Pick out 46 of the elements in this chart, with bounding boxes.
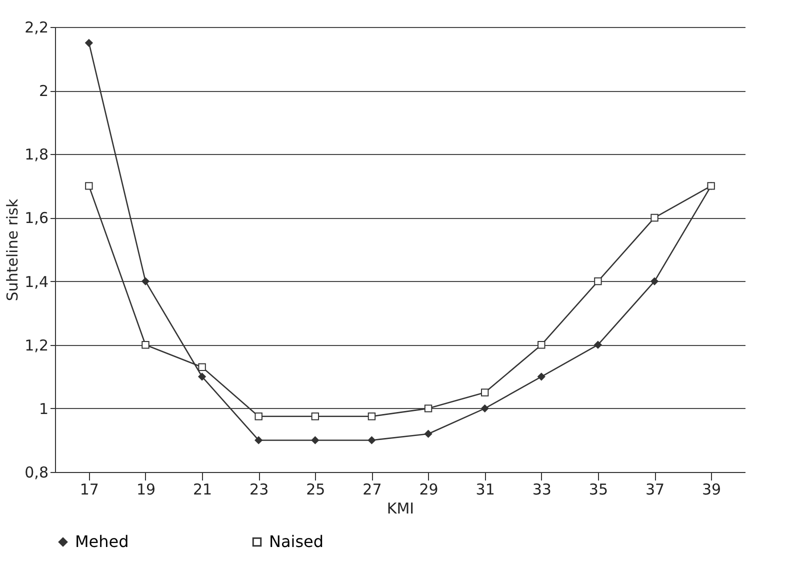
point	[538, 341, 546, 349]
x-tick-label: 27	[362, 480, 382, 498]
x-axis-title: KMI	[386, 500, 414, 518]
point	[85, 182, 93, 190]
point	[254, 436, 262, 444]
point	[480, 388, 489, 396]
y-tick-label: 0,8	[24, 464, 48, 482]
point	[311, 412, 320, 420]
point	[594, 277, 602, 286]
point	[594, 341, 602, 349]
point	[538, 372, 546, 380]
x-tick-label: 25	[306, 480, 326, 498]
point	[198, 372, 206, 380]
point	[480, 404, 489, 412]
x-tick-label: 35	[588, 480, 608, 498]
y-tick-label: 2,2	[24, 18, 48, 36]
legend-label: Naised	[269, 532, 324, 551]
point	[368, 412, 376, 420]
x-tick-label: 31	[476, 480, 495, 498]
x-tick-label: 17	[80, 480, 99, 498]
point	[424, 430, 432, 438]
point	[424, 404, 432, 412]
x-tick-label: 33	[532, 480, 552, 498]
x-tick-label: 37	[645, 480, 665, 498]
point	[650, 277, 658, 286]
point	[254, 412, 262, 420]
y-axis-title: Suhteline risk	[4, 198, 22, 302]
point	[198, 363, 206, 371]
y-tick-label: 1,8	[24, 146, 48, 164]
x-tick-label: 19	[136, 480, 156, 498]
y-tick-label: 1,2	[24, 336, 48, 354]
point	[85, 39, 93, 47]
x-tick-label: 29	[419, 480, 438, 498]
x-tick-label: 21	[193, 480, 212, 498]
point	[311, 436, 320, 444]
point	[650, 214, 658, 222]
y-tick-label: 2	[38, 82, 48, 100]
y-tick-label: 1,6	[24, 209, 48, 228]
y-tick-label: 1,4	[24, 272, 48, 291]
point	[142, 341, 150, 349]
point	[368, 436, 376, 444]
y-tick-label: 1	[38, 400, 48, 418]
legend-label: Mehed	[75, 532, 129, 551]
x-tick-label: 23	[250, 480, 269, 498]
x-tick-label: 39	[702, 480, 722, 498]
point	[142, 277, 150, 286]
